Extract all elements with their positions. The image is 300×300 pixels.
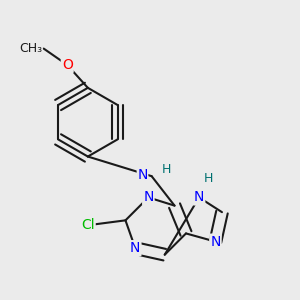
Text: O: O <box>62 58 73 72</box>
Text: H: H <box>161 163 171 176</box>
Text: N: N <box>194 190 204 204</box>
Text: Cl: Cl <box>81 218 95 232</box>
Text: N: N <box>130 241 140 255</box>
Text: CH₃: CH₃ <box>19 42 42 55</box>
Text: H: H <box>204 172 213 185</box>
Text: N: N <box>143 190 154 204</box>
Text: N: N <box>137 167 148 182</box>
Text: N: N <box>210 235 220 249</box>
